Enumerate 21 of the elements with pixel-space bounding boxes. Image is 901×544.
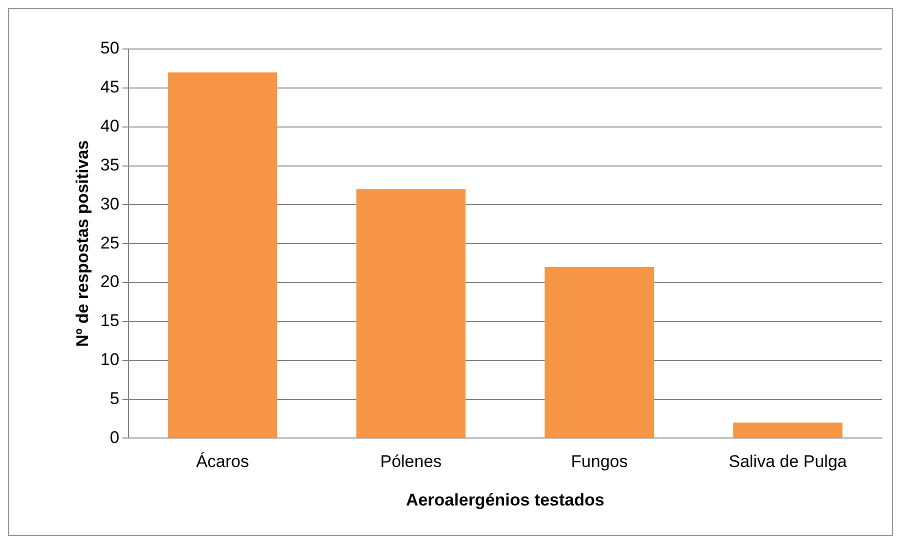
y-tick-label: 20 (100, 272, 120, 292)
y-tick-label: 45 (100, 78, 120, 97)
x-tick-label: Saliva de Pulga (728, 452, 848, 472)
y-tick-label: 15 (100, 311, 120, 330)
y-tick-label: 25 (100, 233, 120, 252)
y-tick-label: 35 (100, 155, 120, 174)
bar (733, 422, 842, 438)
y-tick-label: 5 (110, 388, 120, 408)
y-tick-label: 40 (100, 116, 120, 136)
y-tick-label: 10 (100, 350, 120, 370)
bar (356, 189, 466, 438)
bar (544, 266, 654, 438)
y-axis-title: Nº de respostas positivas (72, 140, 92, 347)
x-tick-label: Fungos (571, 452, 628, 472)
x-tick-label: Pólenes (380, 452, 442, 472)
x-tick-label: Ácaros (196, 452, 249, 472)
y-tick-label: 30 (100, 194, 120, 214)
y-tick-label: 0 (110, 428, 120, 447)
y-tick-label: 50 (100, 38, 120, 58)
bar (168, 72, 278, 438)
x-axis-title: Aeroalergénios testados (406, 490, 604, 510)
